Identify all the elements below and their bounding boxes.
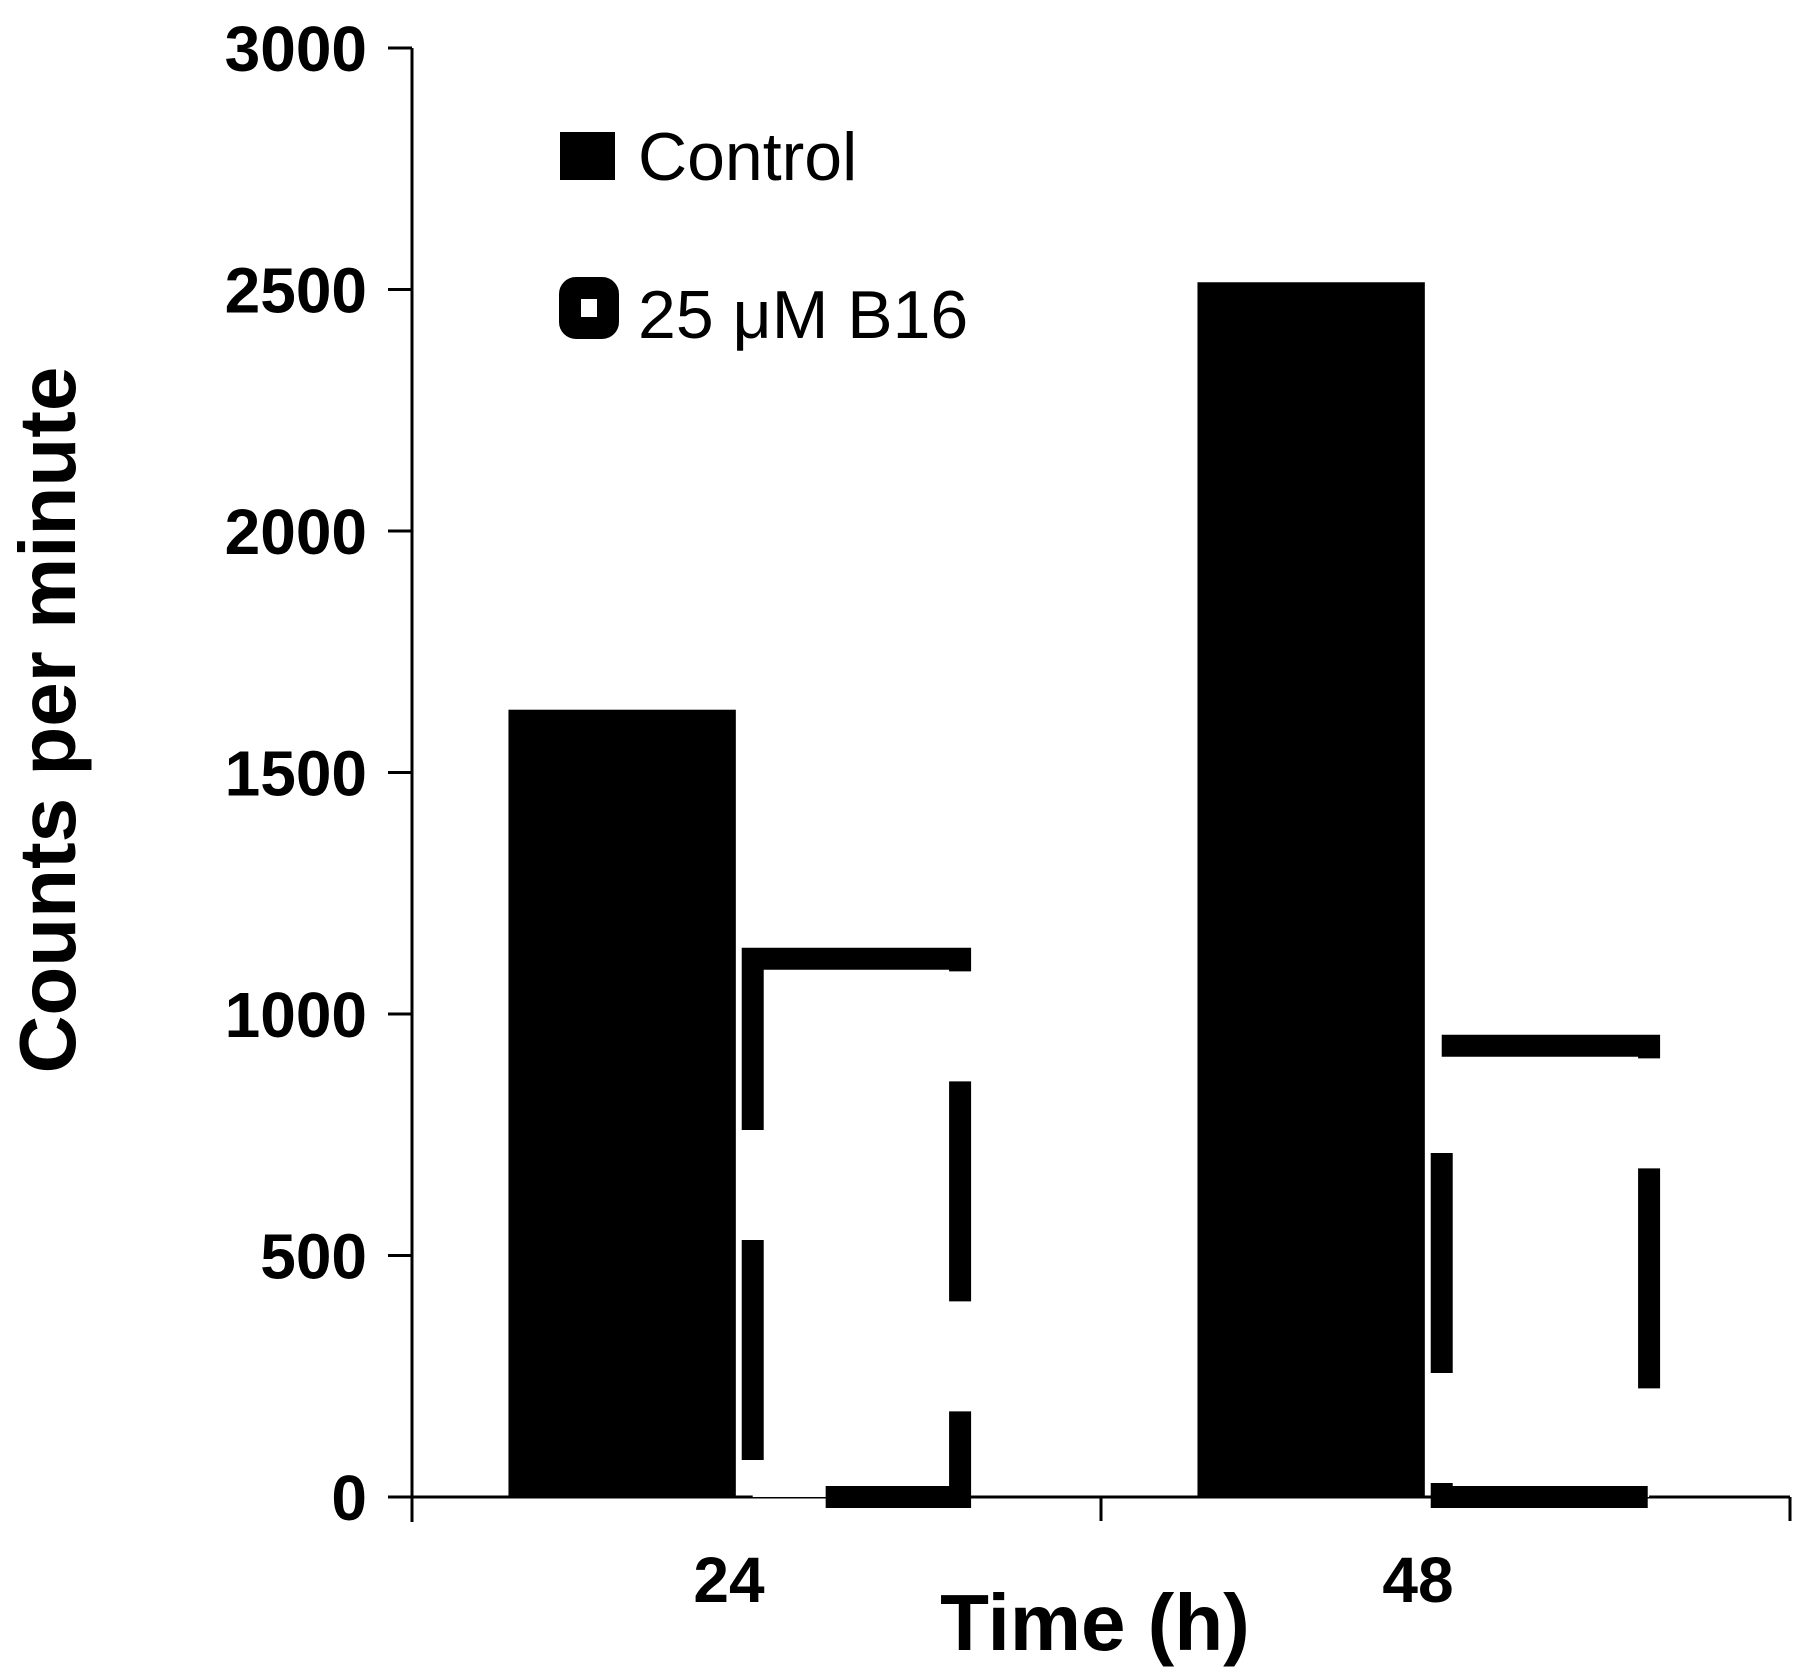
- y-tick-label: 1500: [225, 738, 367, 810]
- x-tick-label: 24: [693, 1544, 765, 1616]
- bar-control: [508, 709, 736, 1497]
- bars: [508, 282, 1661, 1508]
- y-axis: 0 500 1000 1500 2000 2500 3000: [225, 13, 414, 1534]
- y-tick-label: 0: [331, 1462, 367, 1534]
- bar-treatment: [1430, 1034, 1661, 1508]
- y-axis-title: Counts per minute: [3, 367, 92, 1074]
- x-axis-title: Time (h): [940, 1578, 1250, 1667]
- y-tick-label: 2500: [225, 255, 367, 327]
- legend-swatch-treatment: [559, 277, 619, 339]
- y-tick-label: 3000: [225, 13, 367, 85]
- legend: Control 25 μM B16: [559, 119, 968, 353]
- y-tick-label: 2000: [225, 496, 367, 568]
- legend-swatch-control: [560, 132, 615, 180]
- legend-label-control: Control: [638, 119, 857, 195]
- x-tick-label: 48: [1382, 1544, 1453, 1616]
- legend-label-treatment: 25 μM B16: [638, 277, 968, 353]
- y-tick-label: 500: [260, 1221, 367, 1293]
- bar-control: [1197, 282, 1425, 1497]
- bar-treatment: [741, 947, 972, 1508]
- y-tick-label: 1000: [225, 979, 367, 1051]
